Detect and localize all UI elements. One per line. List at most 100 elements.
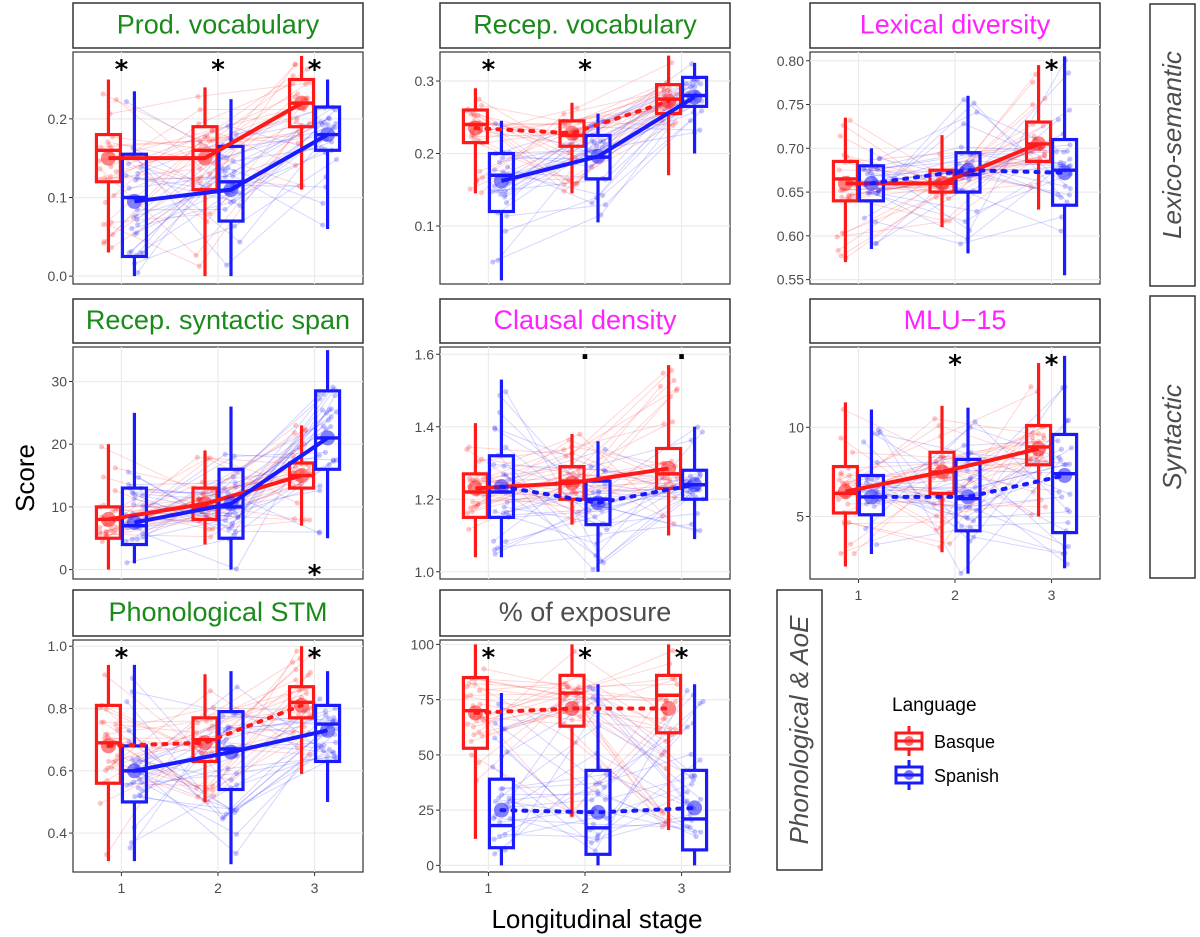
individual-trajectory [138,398,321,521]
individual-point [307,517,313,523]
row-strip-label: Phonological & AoE [784,615,814,845]
individual-point [864,477,870,483]
individual-trajectory [137,126,334,273]
individual-point [481,717,487,724]
individual-point [574,105,580,111]
individual-point [135,785,141,791]
individual-trajectory [132,491,320,534]
individual-point [1066,70,1072,76]
individual-point [127,845,133,851]
individual-point [699,108,705,114]
individual-trajectory [128,147,322,254]
individual-point [209,526,216,532]
significance-marker: . [677,336,687,366]
individual-point [208,534,214,540]
individual-point [290,453,296,459]
individual-point [664,475,670,481]
individual-point [667,89,673,95]
mean-point-basque [197,150,213,166]
individual-point [102,199,109,205]
individual-point [140,530,146,536]
y-tick-label: 0.0 [48,268,68,284]
individual-point [233,770,240,777]
individual-trajectory [139,726,324,762]
individual-trajectory [850,425,1045,545]
individual-point [861,166,867,172]
individual-trajectory [508,690,688,852]
individual-trajectory [478,98,668,154]
mean-point-basque [294,95,310,111]
individual-point [96,525,103,531]
individual-point [875,190,881,196]
individual-point [466,680,472,687]
individual-trajectory [474,115,676,185]
individual-point [671,521,677,527]
individual-point [560,681,567,687]
individual-trajectory [131,756,328,785]
individual-trajectory [138,756,335,789]
individual-point [961,97,967,103]
x-axis-title: Longitudinal stage [491,904,702,934]
individual-point [103,767,109,773]
mean-point-basque [661,93,677,109]
individual-point [866,168,872,174]
individual-point [1040,432,1047,438]
individual-point [323,712,329,718]
individual-point [317,483,323,489]
individual-point [697,527,703,534]
individual-point [498,191,504,198]
y-tick-label: 10 [51,499,67,515]
individual-point [333,409,340,415]
mean-line-spanish [869,473,1067,499]
individual-trajectory [130,122,325,252]
individual-point [1064,506,1070,513]
individual-point [197,180,203,186]
box-basque [461,108,490,145]
individual-point [468,111,474,117]
individual-point [227,724,233,731]
individual-trajectory [504,710,702,851]
panel-plot-area [461,55,709,281]
individual-point [293,119,299,125]
y-tick-label: 20 [51,436,67,452]
individual-point [131,496,137,502]
mean-point-spanish [320,127,336,143]
individual-trajectory [142,170,323,254]
individual-point [126,739,132,745]
individual-trajectory [107,737,310,755]
individual-point [960,484,967,490]
individual-trajectory [132,691,331,727]
y-tick-label: 0.3 [415,73,435,89]
individual-point [941,454,947,461]
individual-point [101,221,107,228]
individual-point [490,764,496,770]
individual-trajectory [481,90,668,193]
individual-trajectory [137,135,325,211]
individual-point [503,444,509,450]
individual-point [230,158,236,164]
individual-point [204,134,210,140]
individual-trajectory [100,654,311,804]
individual-trajectory [141,746,322,835]
individual-point [506,799,513,805]
individual-point [292,61,298,68]
individual-point [491,836,497,842]
individual-point [660,810,666,816]
individual-point [139,788,145,794]
box-spanish [1050,137,1079,207]
significance-marker: * [308,643,322,673]
individual-point [331,754,337,760]
individual-point [296,711,302,718]
individual-point [135,474,142,481]
individual-point [234,807,240,813]
individual-point [594,837,600,843]
individual-point [506,795,512,801]
individual-trajectory [504,99,697,167]
individual-point [588,463,594,470]
individual-point [330,124,336,130]
individual-point [957,488,963,495]
significance-marker: * [308,55,322,85]
individual-point [222,517,229,523]
individual-point [198,174,204,180]
mean-point-basque [294,468,310,484]
